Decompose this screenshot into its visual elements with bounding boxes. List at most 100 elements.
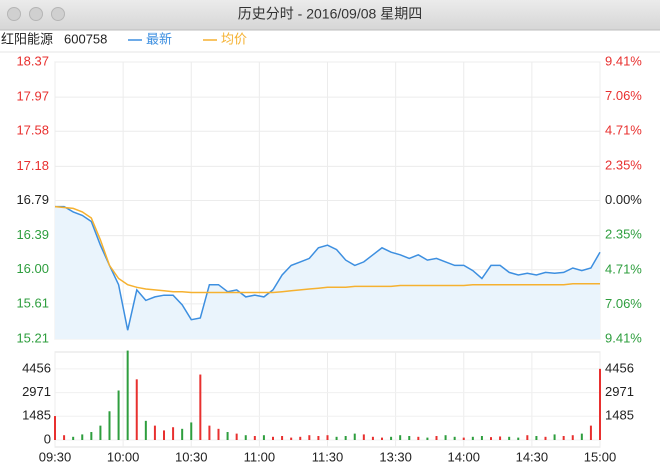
volume-bar (480, 436, 483, 440)
volume-bar (63, 435, 66, 440)
x-tick-label: 11:00 (244, 449, 276, 464)
volume-bar (490, 437, 492, 440)
volume-bar (81, 434, 84, 440)
volume-bar (362, 434, 365, 440)
volume-bar (589, 425, 592, 440)
y-tick-label: 4456 (22, 360, 51, 375)
volume-bar (353, 433, 356, 440)
volume-bar (299, 436, 302, 440)
volume-bar (262, 435, 265, 440)
x-tick-label: 14:30 (516, 449, 549, 464)
volume-bar (117, 390, 120, 440)
volume-bar (381, 437, 383, 440)
volume-bar (99, 425, 102, 440)
y-tick-label: 2971 (22, 384, 51, 399)
volume-bar (144, 420, 147, 440)
x-tick-label: 13:30 (379, 449, 412, 464)
y2-tick-label: 2.35% (605, 227, 642, 242)
y2-tick-label: 9.41% (605, 53, 642, 68)
average-line (54, 205, 600, 294)
price-line (55, 205, 601, 331)
legend-label: 均价 (221, 31, 247, 46)
x-tick-label: 15:00 (584, 449, 617, 464)
volume-bar (580, 433, 583, 440)
x-tick-label: 10:00 (107, 449, 140, 464)
volume-bar (544, 436, 547, 440)
y-tick-label: 17.58 (16, 123, 49, 138)
volume-bar (553, 434, 556, 440)
volume-bar (508, 436, 511, 440)
price-area (55, 206, 600, 339)
stock-name: 红阳能源 (1, 31, 53, 46)
y-tick-label-right: 2971 (605, 384, 634, 399)
volume-bar (462, 437, 465, 440)
y2-tick-label: 0.00% (605, 192, 642, 207)
volume-bar (290, 437, 293, 440)
volume-bar (435, 436, 438, 440)
volume-bar (108, 411, 111, 440)
volume-bar (281, 436, 284, 440)
volume-bar (272, 436, 274, 440)
y-tick-label: 17.18 (16, 158, 49, 173)
y2-tick-label: 9.41% (605, 330, 642, 345)
volume-bar (253, 436, 256, 440)
volume-bar (181, 428, 184, 440)
zoom-button[interactable] (51, 7, 65, 21)
volume-bar (217, 428, 220, 440)
window-title: 历史分时 - 2016/09/08 星期四 (238, 6, 422, 22)
volume-bar (153, 425, 156, 440)
volume-bar (235, 433, 238, 440)
volume-bar (90, 432, 93, 440)
volume-bar (408, 436, 411, 440)
volume-bar (172, 427, 175, 440)
volume-bar (426, 437, 429, 440)
minimize-button[interactable] (29, 7, 43, 21)
volume-bar (344, 436, 347, 440)
volume-bar (453, 436, 456, 440)
y2-tick-label: 7.06% (605, 88, 642, 103)
title-bar (0, 0, 660, 30)
y-tick-label: 0 (44, 431, 51, 446)
x-tick-label: 14:00 (447, 449, 480, 464)
volume-bar (199, 374, 202, 440)
y-tick-label: 1485 (22, 408, 51, 423)
volume-bar (562, 436, 565, 440)
volume-bar (308, 435, 311, 440)
y2-tick-label: 2.35% (605, 157, 642, 172)
x-tick-label: 10:30 (175, 449, 208, 464)
volume-bar (399, 435, 402, 440)
volume-bar (135, 379, 138, 440)
volume-bar (471, 436, 474, 440)
volume-bar (190, 422, 193, 440)
volume-bar (571, 435, 574, 440)
legend-label: 最新 (146, 31, 172, 46)
volume-bar (517, 437, 520, 440)
volume-bar (335, 436, 338, 440)
volume-bar (499, 436, 502, 440)
y-tick-label: 15.21 (16, 330, 49, 345)
volume-bar (599, 368, 601, 440)
volume-bar (226, 432, 229, 440)
y-tick-label: 18.37 (16, 53, 49, 68)
y-tick-label: 16.00 (16, 261, 49, 276)
x-tick-label: 11:30 (312, 449, 344, 464)
volume-bar (126, 350, 129, 440)
y-tick-label: 16.79 (16, 192, 49, 207)
volume-bar (244, 435, 247, 440)
volume-bar (208, 425, 211, 440)
volume-bar (54, 416, 56, 440)
y-tick-label: 16.39 (16, 227, 49, 242)
y-tick-label-right: 4456 (605, 360, 634, 375)
volume-bar (371, 436, 374, 440)
y-tick-label: 15.61 (16, 295, 49, 310)
volume-bar (417, 436, 420, 440)
close-button[interactable] (7, 7, 21, 21)
y2-tick-label: 4.71% (605, 123, 642, 138)
volume-bar (326, 435, 329, 440)
volume-bar (317, 436, 320, 440)
volume-bar (526, 435, 529, 440)
stock-code: 600758 (64, 31, 107, 46)
x-tick-label: 09:30 (39, 449, 72, 464)
y2-tick-label: 4.71% (605, 261, 642, 276)
y-tick-label: 17.97 (16, 89, 49, 104)
